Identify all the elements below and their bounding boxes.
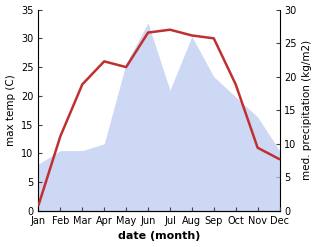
Y-axis label: max temp (C): max temp (C): [5, 74, 16, 146]
X-axis label: date (month): date (month): [118, 231, 200, 242]
Y-axis label: med. precipitation (kg/m2): med. precipitation (kg/m2): [302, 40, 313, 180]
